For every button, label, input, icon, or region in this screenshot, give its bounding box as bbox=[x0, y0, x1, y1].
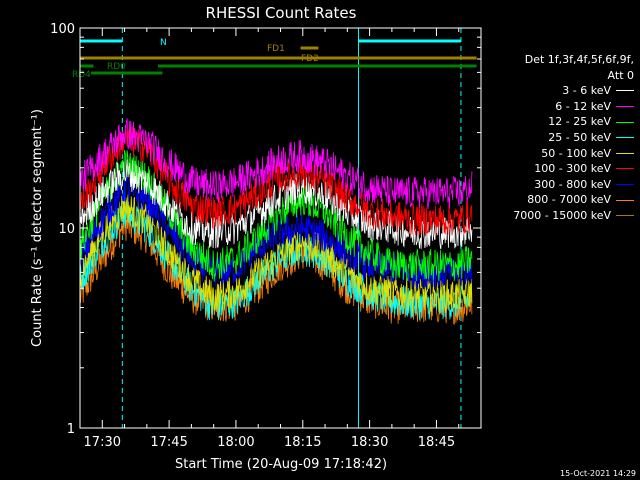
series-line-0 bbox=[79, 159, 473, 250]
legend-entries: 3 - 6 keV 6 - 12 keV 12 - 25 keV 25 - 50 ke… bbox=[486, 83, 638, 223]
legend-entry-label: 50 - 100 keV bbox=[541, 146, 611, 160]
legend-entry: 6 - 12 keV bbox=[486, 99, 638, 115]
legend-entry: 800 - 7000 keV bbox=[486, 192, 638, 208]
legend-entry-label: 800 - 7000 keV bbox=[527, 193, 611, 207]
legend-entry: 3 - 6 keV bbox=[486, 83, 638, 99]
legend-entry-label: 12 - 25 keV bbox=[548, 115, 611, 129]
legend-swatch bbox=[616, 215, 634, 217]
legend-swatch bbox=[616, 152, 634, 154]
annotation-bars: N FD1 FD2 RD0 RD4 bbox=[72, 28, 477, 428]
legend-entry: 300 - 800 keV bbox=[486, 177, 638, 193]
footer-timestamp: 15-Oct-2021 14:29 bbox=[560, 469, 636, 478]
legend-header-line-2: Att 0 bbox=[607, 68, 634, 82]
x-axis-label: Start Time (20-Aug-09 17:18:42) bbox=[175, 457, 387, 472]
legend-swatch bbox=[616, 137, 634, 139]
x-tick-label: 18:30 bbox=[351, 435, 388, 450]
legend-entry: 12 - 25 keV bbox=[486, 114, 638, 130]
legend: Det 1f,3f,4f,5f,6f,9f, Att 0 3 - 6 keV 6 … bbox=[486, 52, 638, 224]
legend-swatch bbox=[616, 168, 634, 170]
legend-entry-label: 100 - 300 keV bbox=[534, 162, 611, 176]
legend-swatch bbox=[616, 90, 634, 92]
bar-label-rd0: RD0 bbox=[107, 62, 126, 72]
legend-entry: 50 - 100 keV bbox=[486, 146, 638, 162]
y-tick-label: 100 bbox=[50, 22, 75, 37]
y-axis-label: Count Rate (s⁻¹ detector segment⁻¹) bbox=[30, 109, 45, 347]
legend-entry: 100 - 300 keV bbox=[486, 161, 638, 177]
legend-entry: 7000 - 15000 keV bbox=[486, 208, 638, 224]
x-tick-label: 17:45 bbox=[150, 435, 187, 450]
x-tick-label: 18:45 bbox=[418, 435, 455, 450]
bar-label-n: N bbox=[160, 38, 167, 48]
legend-entry-label: 300 - 800 keV bbox=[534, 177, 611, 191]
legend-entry-label: 25 - 50 keV bbox=[548, 130, 611, 144]
legend-header-line-1: Det 1f,3f,4f,5f,6f,9f, bbox=[524, 53, 634, 66]
series-line-3 bbox=[79, 198, 473, 321]
series-lines bbox=[79, 118, 473, 325]
x-tick-label: 17:30 bbox=[84, 435, 121, 450]
legend-swatch bbox=[616, 121, 634, 123]
legend-entry: 25 - 50 keV bbox=[486, 130, 638, 146]
legend-entry-label: 7000 - 15000 keV bbox=[513, 208, 611, 222]
bar-label-fd2: FD2 bbox=[301, 54, 319, 64]
legend-entry-label: 6 - 12 keV bbox=[555, 99, 611, 113]
chart-title: RHESSI Count Rates bbox=[206, 4, 357, 22]
legend-entry-label: 3 - 6 keV bbox=[562, 84, 611, 98]
series-line-5 bbox=[79, 125, 473, 237]
y-tick-label: 1 bbox=[67, 422, 75, 437]
legend-swatch bbox=[616, 199, 634, 201]
axes: 17:30 17:45 18:00 18:15 18:30 18:45 1 10 100 bbox=[50, 22, 482, 450]
x-tick-label: 18:15 bbox=[284, 435, 321, 450]
legend-swatch bbox=[616, 184, 634, 186]
y-tick-label: 10 bbox=[58, 222, 75, 237]
x-tick-label: 18:00 bbox=[217, 435, 254, 450]
bar-label-rd4: RD4 bbox=[72, 70, 91, 80]
bar-label-fd1: FD1 bbox=[267, 44, 285, 54]
series-line-1 bbox=[79, 118, 473, 210]
legend-swatch bbox=[616, 106, 634, 108]
